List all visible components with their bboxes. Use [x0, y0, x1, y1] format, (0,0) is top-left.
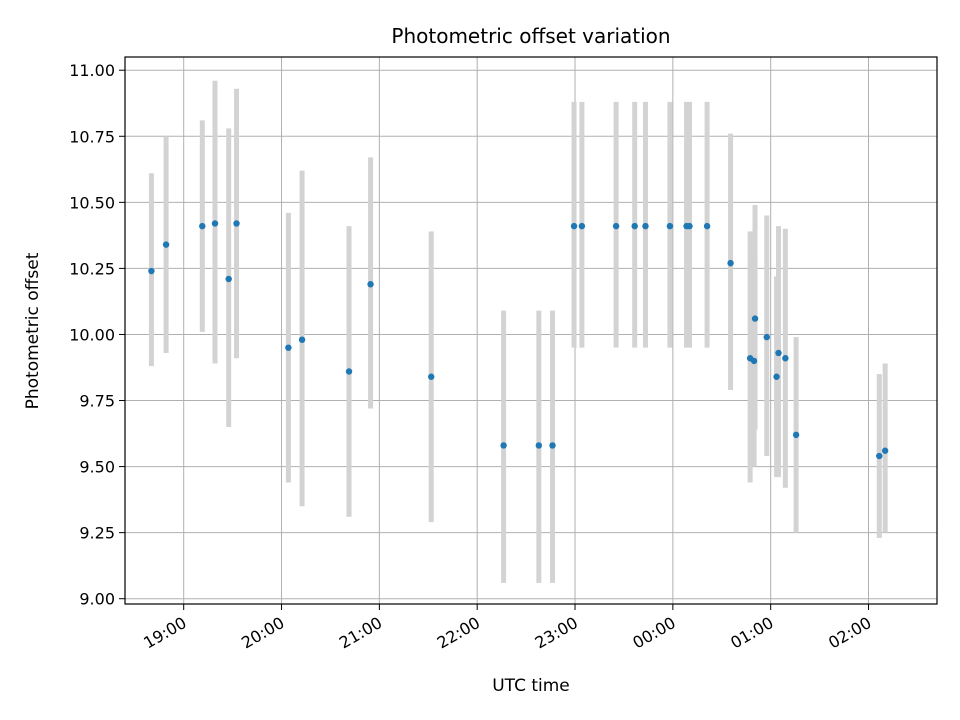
- y-tick-label: 11.00: [69, 61, 115, 80]
- data-point: [233, 220, 240, 227]
- y-axis-label: Photometric offset: [23, 252, 43, 409]
- y-tick-label: 10.50: [69, 193, 115, 212]
- data-point: [642, 222, 649, 230]
- data-point: [148, 267, 155, 275]
- data-point: [782, 355, 789, 362]
- data-point: [199, 222, 206, 230]
- data-point: [428, 373, 435, 380]
- y-tick-label: 10.25: [69, 259, 115, 278]
- data-point: [570, 222, 578, 230]
- data-point: [211, 220, 219, 227]
- data-point: [225, 275, 232, 283]
- x-axis-label: UTC time: [492, 676, 570, 696]
- y-tick-label: 9.75: [79, 392, 115, 411]
- data-point: [727, 259, 734, 267]
- data-point: [775, 349, 782, 357]
- data-point: [631, 222, 638, 230]
- data-point: [751, 315, 759, 322]
- data-point: [535, 442, 543, 449]
- data-point: [345, 368, 353, 375]
- data-point: [549, 442, 556, 449]
- data-point: [763, 333, 770, 341]
- data-point: [367, 281, 374, 288]
- y-tick-label: 10.00: [69, 325, 115, 344]
- y-tick-label: 9.50: [79, 458, 115, 477]
- data-point: [298, 336, 306, 343]
- data-point: [686, 222, 693, 230]
- grid: [125, 57, 937, 604]
- data-point: [612, 222, 620, 230]
- data-point: [578, 222, 586, 230]
- data-point: [162, 241, 170, 248]
- data-point: [792, 431, 800, 439]
- data-point: [500, 442, 507, 449]
- plot-frame: [124, 56, 938, 605]
- chart-title: Photometric offset variation: [391, 24, 670, 48]
- data-point: [876, 452, 883, 460]
- y-tick-label: 9.25: [79, 524, 115, 543]
- y-tick-label: 9.00: [79, 590, 115, 609]
- data-point: [750, 357, 758, 365]
- data-point: [285, 344, 292, 351]
- data-point: [881, 447, 889, 454]
- data-points: [148, 220, 889, 460]
- data-point: [666, 222, 674, 230]
- data-point: [773, 373, 780, 380]
- data-point: [703, 222, 711, 230]
- y-tick-label: 10.75: [69, 127, 115, 146]
- y-axis: 9.00 9.25 9.50 9.75 10.00 10.25 10.50 10.75 11.0…: [69, 61, 125, 609]
